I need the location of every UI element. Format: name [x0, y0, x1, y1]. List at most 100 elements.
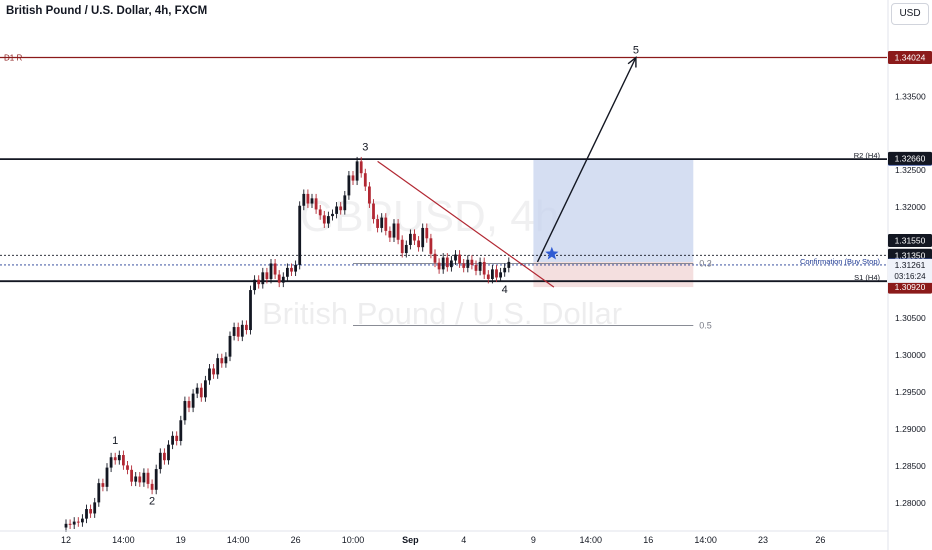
wave-label-1: 1	[112, 435, 118, 447]
candle	[491, 269, 494, 279]
y-tick-label: 1.28000	[895, 498, 926, 508]
candle	[421, 227, 425, 248]
candle	[81, 518, 84, 523]
candle	[306, 193, 310, 204]
candle	[433, 253, 437, 263]
candle	[290, 267, 293, 272]
candle	[470, 259, 474, 265]
candle	[97, 483, 101, 503]
candle	[269, 263, 273, 279]
watermark-symbol: GBPUSD, 4h	[300, 192, 560, 241]
candle	[130, 469, 133, 482]
x-tick-label: Sep	[402, 535, 419, 545]
candle	[310, 198, 314, 204]
candle	[277, 274, 281, 283]
candle	[466, 259, 470, 268]
candle	[253, 279, 256, 291]
current-price-tag-bg	[888, 258, 932, 283]
x-tick-label: 14:00	[694, 535, 717, 545]
x-tick-label: 4	[461, 535, 466, 545]
projection-arrow	[536, 57, 637, 263]
candle	[331, 213, 334, 217]
candle	[478, 261, 482, 271]
candle	[113, 457, 117, 461]
candle	[396, 223, 400, 240]
target-zone	[533, 159, 694, 262]
candle	[429, 238, 433, 254]
wave-label-3: 3	[362, 141, 368, 153]
candle	[195, 387, 199, 394]
candle	[117, 455, 121, 461]
candle	[417, 240, 420, 248]
y-tick-label: 1.30500	[895, 313, 926, 323]
candle	[495, 269, 498, 278]
candle	[384, 217, 388, 231]
candle	[298, 205, 302, 265]
candle	[163, 452, 166, 461]
level-label-4: S1 (H4)	[854, 273, 880, 282]
candle	[232, 327, 236, 336]
y-tick-label: 1.30000	[895, 350, 926, 360]
candle	[175, 435, 179, 441]
candle	[179, 420, 183, 441]
candle	[93, 502, 97, 514]
candle	[224, 356, 228, 364]
level-label-3: Confirmation (Buy Stop)	[800, 257, 881, 266]
x-tick-label: 23	[758, 535, 768, 545]
candle	[372, 203, 375, 220]
extra-tag-2-bg	[888, 280, 932, 294]
x-tick-label: 14:00	[112, 535, 135, 545]
candle	[64, 523, 68, 528]
wave-label-2: 2	[149, 496, 155, 508]
candle	[240, 324, 244, 337]
candle	[441, 257, 445, 270]
candle	[388, 230, 392, 238]
candle	[216, 358, 220, 375]
candle	[351, 175, 355, 181]
fib-label-1: 0.3	[699, 258, 712, 268]
level-tag-0-bg	[888, 51, 932, 65]
x-tick-label: 26	[815, 535, 825, 545]
currency-selector[interactable]: USD	[891, 3, 929, 25]
candle	[281, 276, 285, 283]
countdown-tag: 03:16:24	[894, 272, 926, 281]
x-tick-label: 16	[643, 535, 653, 545]
candle	[158, 452, 162, 470]
candle	[486, 274, 490, 279]
x-tick-label: 9	[531, 535, 536, 545]
candle	[101, 483, 105, 487]
candle	[400, 239, 404, 254]
y-tick-label: 1.28500	[895, 461, 926, 471]
candle	[257, 279, 261, 285]
current-price-tag: 1.31261	[895, 260, 926, 270]
candle	[404, 244, 408, 254]
candle	[273, 263, 277, 275]
candle	[122, 455, 125, 466]
candle	[499, 272, 502, 278]
projection-arrow-head	[627, 56, 637, 68]
x-tick-label: 26	[291, 535, 301, 545]
candle	[105, 467, 109, 487]
y-tick-label: 1.33500	[895, 91, 926, 101]
candle	[450, 260, 453, 268]
candle	[454, 254, 457, 261]
candle	[228, 335, 232, 357]
candle	[327, 216, 330, 224]
candle	[85, 509, 88, 519]
entry-star-icon	[545, 246, 559, 260]
extra-tag-1: 1.31550	[895, 236, 926, 246]
candle	[347, 175, 351, 196]
candle	[89, 509, 92, 514]
candle	[437, 262, 441, 270]
level-tag-2: 1.31350	[895, 250, 926, 260]
x-tick-label: 10:00	[342, 535, 365, 545]
candle	[474, 264, 478, 271]
candle	[503, 267, 507, 273]
candle	[220, 358, 224, 364]
y-tick-label: 1.32500	[895, 165, 926, 175]
candle	[363, 173, 367, 187]
candle	[199, 387, 203, 398]
candle	[171, 435, 174, 445]
x-tick-label: 14:00	[227, 535, 250, 545]
